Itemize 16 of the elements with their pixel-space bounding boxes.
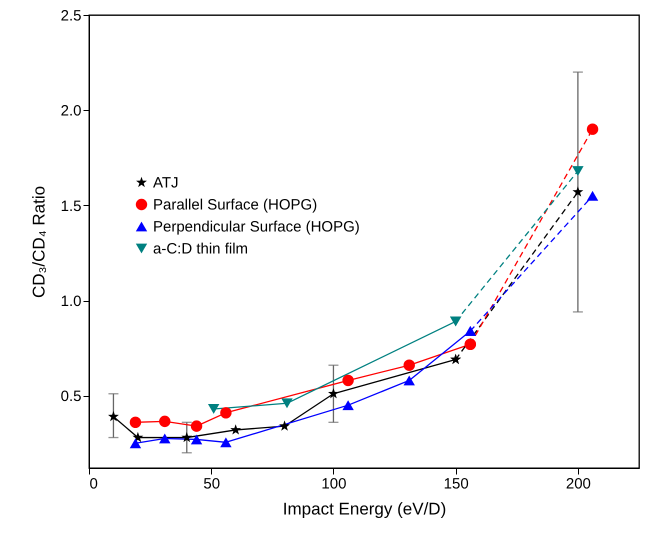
x-tick-label: 150 xyxy=(444,476,469,492)
y-tick-label: 2.0 xyxy=(60,102,82,120)
y-tick-label: 0.5 xyxy=(60,388,82,406)
legend-label: a-C:D thin film xyxy=(153,240,248,258)
x-tick-label: 50 xyxy=(203,476,220,492)
x-tick-label: 0 xyxy=(90,476,98,492)
legend-label: ATJ xyxy=(153,174,179,192)
legend-label: Parallel Surface (HOPG) xyxy=(153,196,318,214)
legend-label: Perpendicular Surface (HOPG) xyxy=(153,218,360,236)
x-tick-label: 200 xyxy=(566,476,591,492)
x-tick-label: 100 xyxy=(321,476,346,492)
x-axis-title: Impact Energy (eV/D) xyxy=(282,500,446,518)
y-tick-label: 2.5 xyxy=(60,8,82,24)
y-tick-label: 1.5 xyxy=(60,198,82,215)
y-axis-title: CD₃/CD₄ Ratio xyxy=(30,186,49,298)
y-tick-label: 1.0 xyxy=(60,293,82,310)
